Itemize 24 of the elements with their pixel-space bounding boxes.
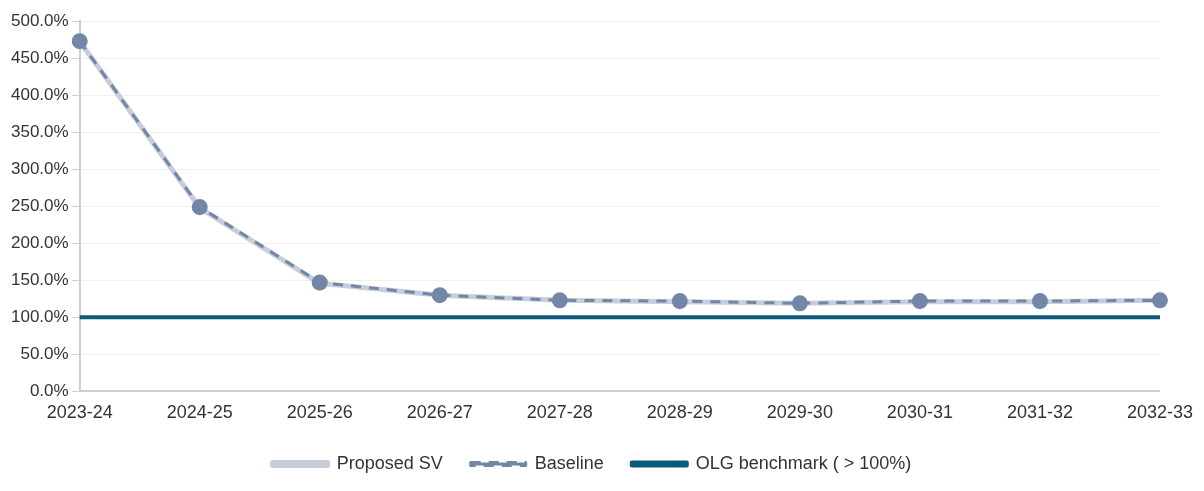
x-tick-label: 2029-30 bbox=[766, 402, 833, 423]
legend-label: Baseline bbox=[534, 452, 604, 473]
y-tick-label: 450.0% bbox=[10, 47, 69, 67]
x-tick-label: 2032-33 bbox=[1126, 402, 1193, 423]
y-tick-label: 250.0% bbox=[10, 195, 69, 215]
y-tick-label: 300.0% bbox=[10, 158, 69, 178]
y-tick-label: 200.0% bbox=[10, 233, 69, 253]
x-tick-label: 2027-28 bbox=[526, 402, 593, 423]
y-tick-label: 500.0% bbox=[10, 10, 69, 30]
x-tick-label: 2024-25 bbox=[166, 402, 233, 423]
x-tick-label: 2031-32 bbox=[1006, 402, 1073, 423]
y-tick-label: 50.0% bbox=[20, 344, 69, 364]
y-tick-label: 150.0% bbox=[10, 270, 69, 290]
x-tick-label: 2025-26 bbox=[286, 402, 353, 423]
x-tick-label: 2030-31 bbox=[886, 402, 953, 423]
x-tick-label: 2023-24 bbox=[46, 402, 113, 423]
y-tick-label: 0.0% bbox=[29, 381, 69, 401]
y-tick-label: 400.0% bbox=[10, 84, 69, 104]
y-tick-label: 100.0% bbox=[10, 307, 69, 327]
y-tick-label: 350.0% bbox=[10, 121, 69, 141]
legend-label: Proposed SV bbox=[336, 452, 443, 473]
x-tick-label: 2026-27 bbox=[406, 402, 473, 423]
x-tick-label: 2028-29 bbox=[646, 402, 713, 423]
legend-label: OLG benchmark ( > 100%) bbox=[695, 452, 912, 473]
